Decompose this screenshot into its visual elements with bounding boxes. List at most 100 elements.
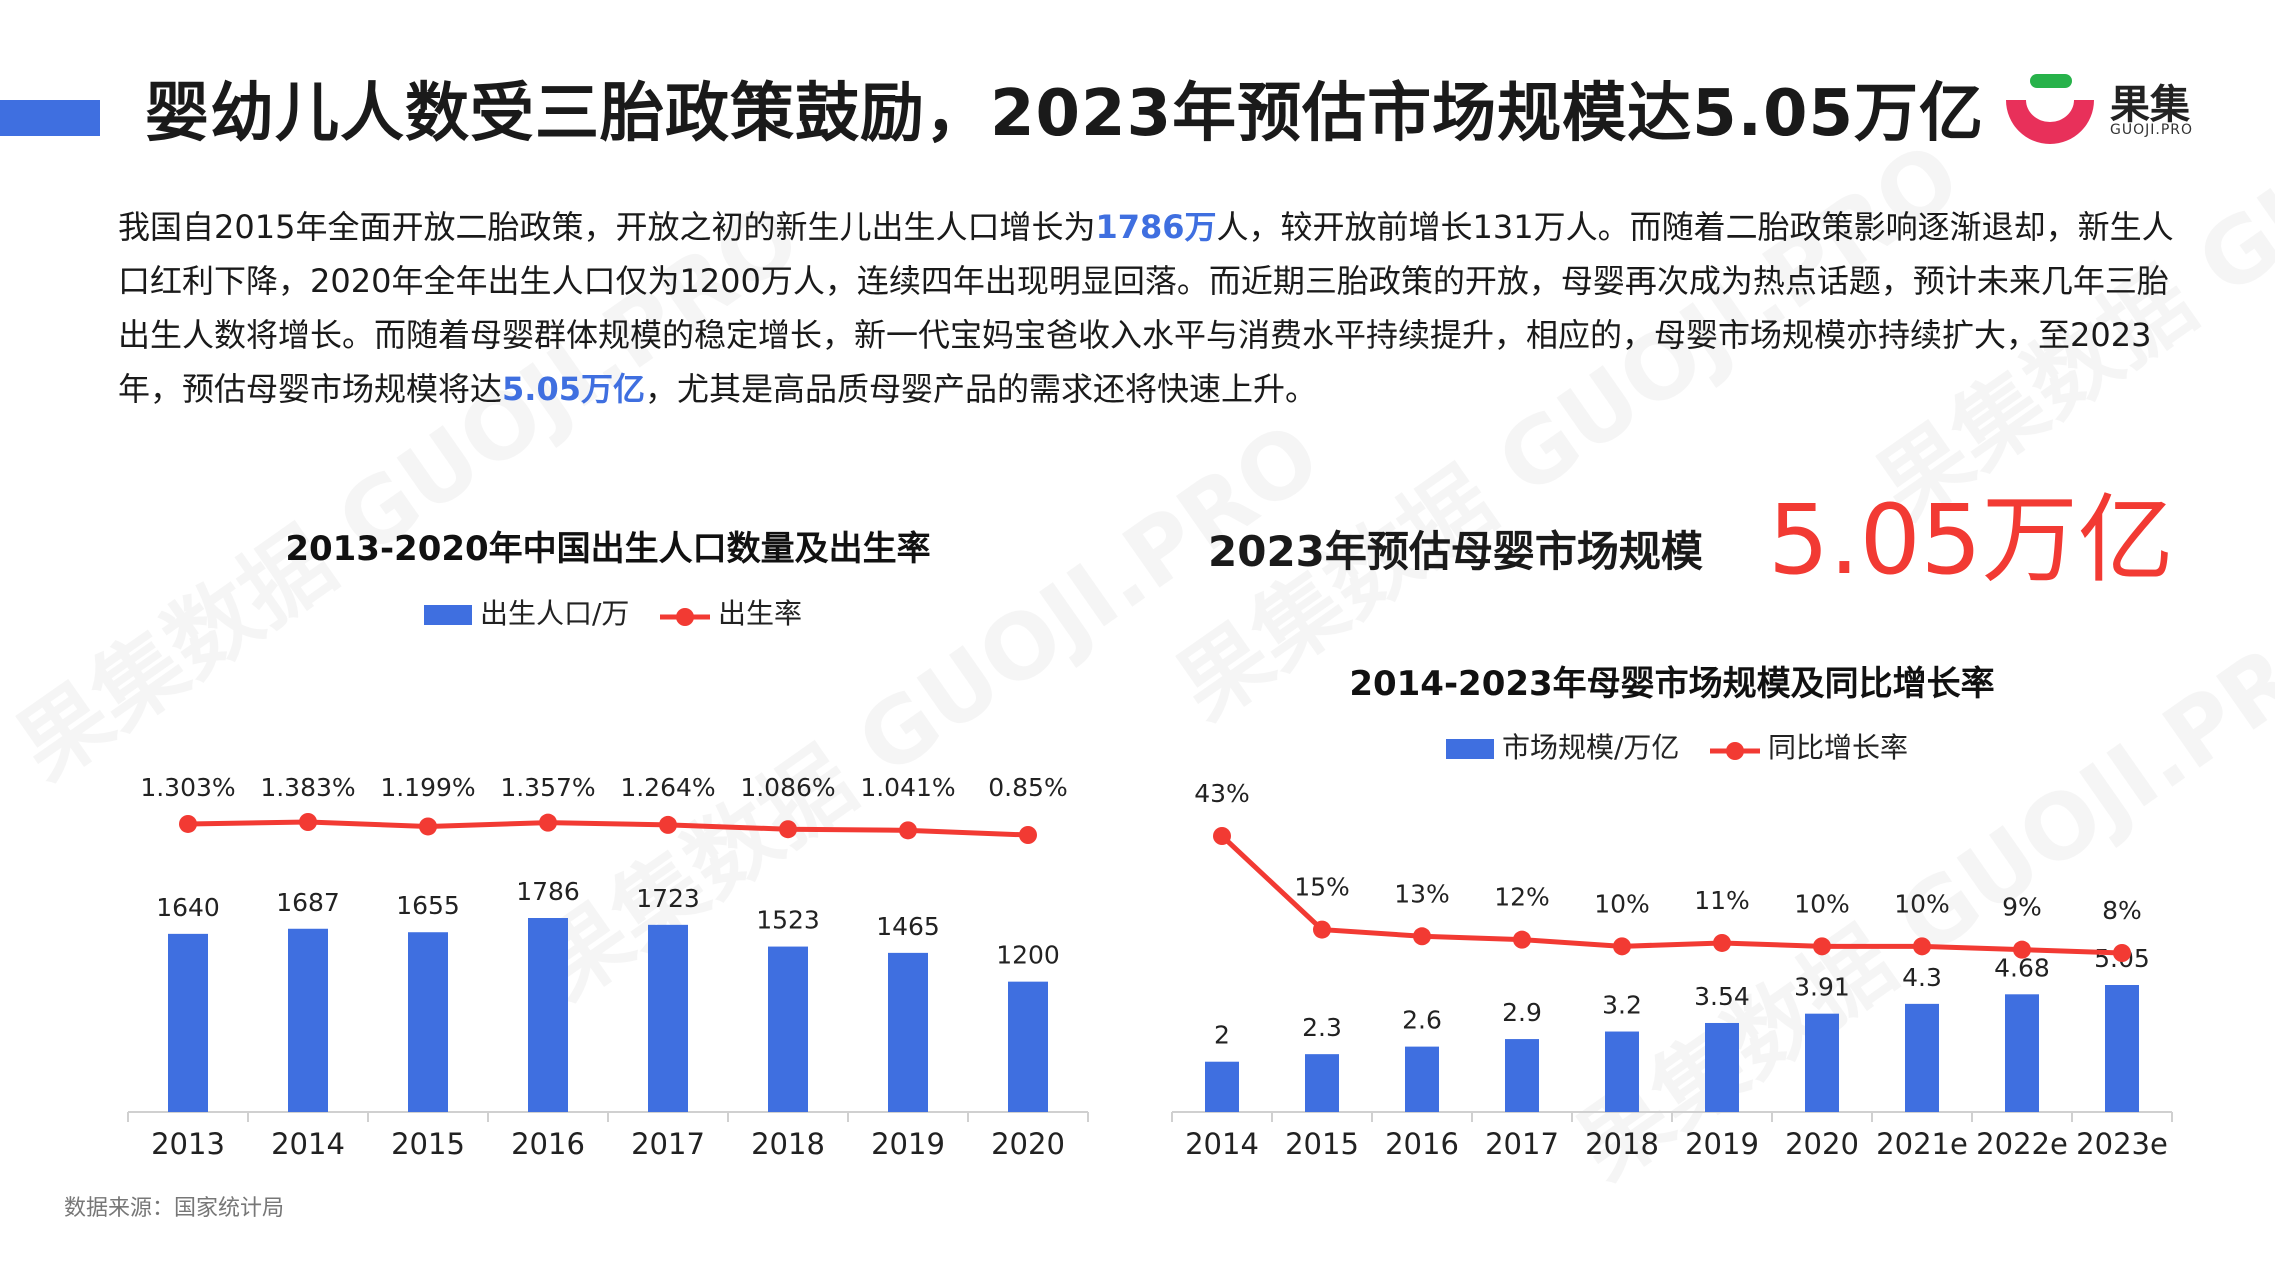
market-size-value: 5.05万亿	[1768, 484, 2174, 596]
line-point	[179, 814, 197, 833]
legend-line-label: 同比增长率	[1768, 731, 1908, 764]
x-tick-label: 2018	[751, 1127, 825, 1161]
accent-bar	[0, 100, 100, 136]
line-point	[779, 820, 797, 839]
line-data-label: 1.086%	[740, 773, 835, 802]
page-title: 婴幼儿人数受三胎政策鼓励，2023年预估市场规模达5.05万亿	[145, 77, 1985, 151]
line-data-label: 1.041%	[860, 773, 955, 802]
bar	[408, 932, 448, 1112]
x-tick-label: 2016	[511, 1127, 585, 1161]
chart-title: 2013-2020年中国出生人口数量及出生率	[285, 529, 930, 569]
logo-mark-icon	[2006, 74, 2094, 144]
bar	[1305, 1054, 1339, 1112]
x-tick-label: 2014	[271, 1127, 345, 1161]
line-point	[299, 813, 317, 831]
line-point	[899, 821, 917, 840]
bar	[2005, 994, 2039, 1112]
line-point	[539, 813, 557, 832]
x-tick-label: 2013	[151, 1127, 225, 1161]
x-tick-label: 2015	[1285, 1127, 1359, 1161]
bar-data-label: 1786	[516, 877, 580, 906]
bar-data-label: 3.91	[1794, 973, 1850, 1002]
bar	[288, 928, 328, 1112]
line-data-label: 1.264%	[620, 773, 715, 802]
line-data-label: 0.85%	[988, 773, 1067, 802]
bar-data-label: 1687	[276, 888, 340, 917]
line-data-label: 10%	[1594, 889, 1650, 918]
bar	[168, 933, 208, 1112]
intro-highlight-market: 5.05万亿	[502, 370, 645, 408]
x-tick-label: 2023e	[2076, 1127, 2168, 1161]
logo-subtext: GUOJI.PRO	[2110, 122, 2194, 138]
bar-data-label: 1655	[396, 891, 460, 920]
line-point	[1613, 937, 1631, 956]
bar	[1905, 1003, 1939, 1112]
line-data-label: 1.357%	[500, 773, 595, 802]
line-point	[1913, 937, 1931, 956]
x-tick-label: 2019	[871, 1127, 945, 1161]
x-tick-label: 2014	[1185, 1127, 1259, 1161]
x-tick-label: 2015	[391, 1127, 465, 1161]
logo: 果集 GUOJI.PRO	[2000, 70, 2200, 150]
legend-line-marker	[676, 608, 694, 626]
bar-data-label: 2.9	[1502, 998, 1542, 1027]
line-data-label: 15%	[1294, 873, 1350, 902]
bar	[888, 952, 928, 1112]
bar	[1008, 981, 1048, 1112]
logo-text: 果集	[2110, 82, 2190, 128]
line-point	[1313, 920, 1331, 939]
legend-bar-label: 出生人口/万	[480, 597, 629, 630]
bar	[648, 924, 688, 1112]
line-data-label: 8%	[2102, 896, 2142, 925]
bar-data-label: 4.3	[1902, 963, 1942, 992]
line-data-label: 1.383%	[260, 773, 355, 802]
bar-data-label: 1723	[636, 884, 700, 913]
intro-text: 我国自2015年全面开放二胎政策，开放之初的新生儿出生人口增长为	[118, 208, 1096, 246]
intro-highlight-births: 1786万	[1095, 208, 1217, 246]
line-data-label: 12%	[1494, 883, 1550, 912]
legend-bar-swatch	[1446, 739, 1494, 759]
x-tick-label: 2020	[991, 1127, 1065, 1161]
bar	[1805, 1013, 1839, 1112]
bar	[2105, 985, 2139, 1112]
intro-paragraph: 我国自2015年全面开放二胎政策，开放之初的新生儿出生人口增长为1786万人，较…	[118, 200, 2178, 416]
bar-data-label: 1465	[876, 912, 940, 941]
line-point	[659, 815, 677, 834]
line-point	[1813, 937, 1831, 956]
bar-data-label: 1523	[756, 906, 820, 935]
line-data-label: 10%	[1894, 889, 1950, 918]
line-point	[1513, 930, 1531, 949]
bar	[1605, 1031, 1639, 1112]
bar	[1505, 1039, 1539, 1112]
data-source: 数据来源：国家统计局	[64, 1196, 285, 1221]
line-data-label: 10%	[1794, 889, 1850, 918]
line-data-label: 13%	[1394, 879, 1450, 908]
line-point	[1713, 933, 1731, 952]
bar	[768, 946, 808, 1112]
line-point	[1213, 827, 1231, 845]
series-line	[1220, 834, 2123, 956]
bar-data-label: 1640	[156, 893, 220, 922]
bar	[1205, 1061, 1239, 1112]
bar	[1405, 1046, 1439, 1112]
x-tick-label: 2018	[1585, 1127, 1659, 1161]
line-data-label: 1.303%	[140, 773, 235, 802]
intro-text: ，尤其是高品质母婴产品的需求还将快速上升。	[644, 370, 1317, 408]
x-tick-label: 2022e	[1976, 1127, 2068, 1161]
x-tick-label: 2021e	[1876, 1127, 1968, 1161]
intro-text: 人，较开放前增长131万人。而随着二胎政策影响逐渐退却，新生人口红利下降，202…	[118, 208, 2174, 408]
line-point	[2113, 944, 2131, 962]
x-tick-label: 2019	[1685, 1127, 1759, 1161]
line-data-label: 43%	[1194, 779, 1250, 808]
bar	[528, 918, 568, 1112]
line-point	[1413, 927, 1431, 946]
line-point	[419, 817, 437, 836]
bar-data-label: 2	[1214, 1021, 1230, 1050]
bar-data-label: 1200	[996, 941, 1060, 970]
bar	[1705, 1022, 1739, 1112]
x-tick-label: 2020	[1785, 1127, 1859, 1161]
bar-data-label: 3.2	[1602, 991, 1642, 1020]
legend-line-marker	[1726, 742, 1744, 760]
chart-title: 2014-2023年母婴市场规模及同比增长率	[1349, 664, 1994, 704]
